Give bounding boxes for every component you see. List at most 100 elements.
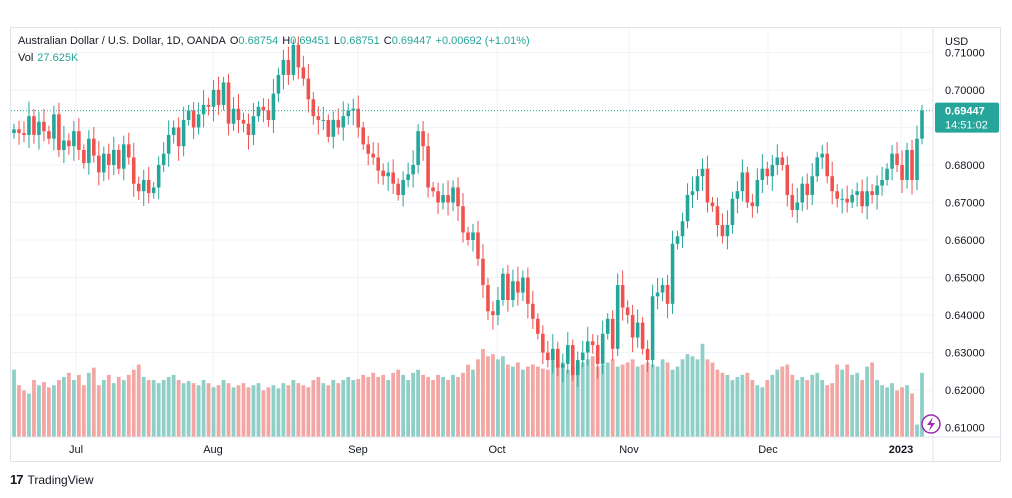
legend-open-value: 0.68754 [238, 35, 279, 47]
candle-body [256, 106, 261, 117]
volume-bar [910, 393, 914, 437]
volume-bar [361, 374, 366, 437]
candle [600, 320, 605, 374]
candle [57, 102, 61, 158]
candle [780, 151, 785, 171]
candle [865, 176, 869, 220]
candle-body [730, 198, 735, 225]
candle [685, 183, 690, 229]
candle [82, 144, 86, 169]
candle-body [306, 78, 311, 100]
volume-bar [780, 366, 785, 437]
candle [411, 150, 415, 188]
candle [521, 270, 525, 302]
time-tick-label: 2023 [889, 444, 913, 456]
volume-bar [885, 387, 889, 437]
candle [256, 101, 261, 122]
candle-body [386, 172, 390, 177]
volume-bar [401, 374, 406, 437]
candle [131, 142, 136, 197]
candle-body [241, 119, 246, 124]
volume-bar [645, 362, 650, 437]
volume-bar [695, 359, 700, 437]
volume-bar [481, 348, 485, 437]
candle-body [880, 179, 884, 186]
chart-area[interactable]: USD0.710000.700000.690000.680000.670000.… [10, 27, 1002, 463]
volume-bar [57, 380, 61, 437]
volume-bar [715, 369, 720, 437]
candle-body [835, 191, 839, 199]
volume-bar [141, 376, 146, 437]
candle-body [825, 153, 830, 177]
volume-bar [211, 387, 216, 437]
volume-bar [136, 364, 141, 437]
candle [620, 270, 625, 321]
candle-body [321, 119, 326, 121]
volume-bar [386, 380, 391, 437]
candle-body [855, 191, 859, 195]
volume-bar [12, 369, 16, 437]
volume-bar [501, 356, 505, 437]
candle [705, 155, 710, 213]
candle-body [610, 318, 615, 349]
candle-body [605, 318, 610, 334]
candle-body [840, 198, 844, 200]
volume-bar [825, 385, 830, 437]
candle-body [361, 127, 366, 145]
volume-bar [346, 376, 351, 437]
last-price-value: 0.69447 [945, 106, 985, 118]
price-tick-label: 0.67000 [945, 197, 985, 209]
candle [311, 92, 316, 125]
volume-bar [356, 379, 361, 437]
candle-body [755, 179, 760, 207]
candle-body [126, 144, 131, 158]
candle-body [620, 285, 625, 308]
candlestick-chart[interactable]: USD0.710000.700000.690000.680000.670000.… [11, 28, 1002, 463]
candle [920, 104, 924, 145]
candle-body [286, 59, 291, 75]
candle-body [301, 67, 306, 79]
lightning-icon[interactable] [921, 414, 941, 434]
volume-bar [560, 362, 565, 437]
volume-bar [256, 383, 261, 437]
candle-body [436, 191, 440, 203]
tradingview-brand[interactable]: 17 TradingView [10, 472, 94, 487]
candle-body [521, 277, 525, 293]
candle-body [630, 315, 635, 338]
candle-body [12, 129, 16, 134]
legend-volume: Vol 27.625K [18, 52, 82, 64]
volume-bar [421, 374, 425, 437]
candle-body [67, 140, 71, 147]
candle [795, 187, 800, 224]
candle-body [800, 183, 805, 203]
candle [750, 193, 755, 218]
candle-body [196, 114, 201, 128]
candle [835, 184, 839, 208]
candle-body [885, 168, 889, 180]
volume-bar [106, 374, 111, 437]
candle-body [675, 236, 680, 244]
candle [840, 188, 844, 214]
candle-body [102, 153, 106, 173]
candle-body [336, 119, 341, 128]
volume-bar [486, 356, 490, 437]
candle [775, 144, 780, 176]
candle [226, 73, 231, 136]
candle-body [216, 89, 221, 105]
candle-body [670, 243, 675, 304]
candle-body [695, 176, 700, 192]
candle-body [261, 106, 266, 111]
candle [730, 191, 735, 234]
candle [116, 144, 121, 175]
volume-bar [37, 385, 41, 437]
volume-bar [306, 387, 311, 437]
volume-bar [595, 366, 600, 437]
volume-bar [740, 374, 745, 437]
candle [461, 193, 465, 243]
volume-bar [800, 376, 805, 437]
candle [501, 268, 505, 306]
candle [556, 341, 560, 377]
legend-symbol-title: Australian Dollar / U.S. Dollar, 1D, OAN… [18, 35, 226, 47]
volume-bar [865, 366, 870, 437]
candle [575, 351, 580, 387]
